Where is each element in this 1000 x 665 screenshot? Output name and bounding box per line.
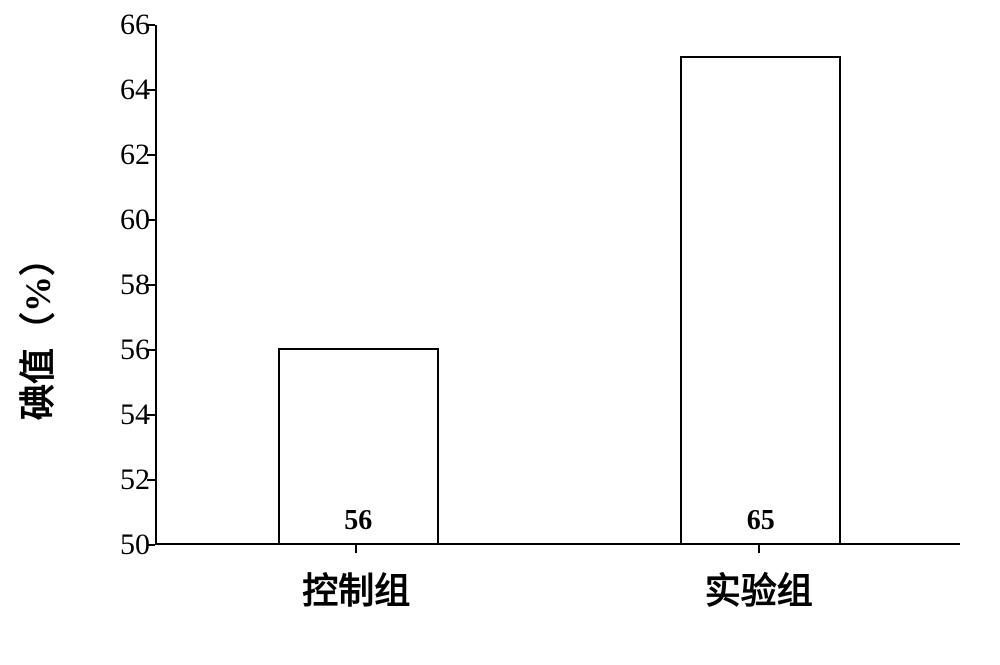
x-tick-mark bbox=[355, 545, 357, 553]
plot-area: 56 65 bbox=[155, 25, 960, 545]
y-tick-label: 66 bbox=[110, 8, 150, 42]
bar-value-label: 56 bbox=[344, 505, 372, 537]
y-tick-mark bbox=[147, 544, 155, 546]
bar-chart: 碘值（%） 505254565860626466 5665 控制组实验组 bbox=[40, 10, 980, 650]
y-tick-mark bbox=[147, 89, 155, 91]
y-tick-mark bbox=[147, 284, 155, 286]
y-tick-label: 58 bbox=[110, 268, 150, 302]
y-tick-mark bbox=[147, 414, 155, 416]
y-tick-mark bbox=[147, 479, 155, 481]
bar-value-label: 65 bbox=[747, 505, 775, 537]
y-tick-label: 52 bbox=[110, 463, 150, 497]
y-tick-label: 64 bbox=[110, 73, 150, 107]
y-axis-label: 碘值（%） bbox=[9, 240, 61, 420]
y-tick-mark bbox=[147, 349, 155, 351]
y-tick-label: 50 bbox=[110, 528, 150, 562]
y-tick-mark bbox=[147, 154, 155, 156]
x-axis-label: 控制组 bbox=[302, 562, 410, 614]
y-tick-label: 54 bbox=[110, 398, 150, 432]
x-axis-label: 实验组 bbox=[705, 562, 813, 614]
bar: 65 bbox=[680, 56, 841, 544]
y-tick-mark bbox=[147, 219, 155, 221]
y-tick-label: 56 bbox=[110, 333, 150, 367]
y-tick-mark bbox=[147, 24, 155, 26]
y-tick-label: 60 bbox=[110, 203, 150, 237]
y-tick-label: 62 bbox=[110, 138, 150, 172]
bar: 56 bbox=[278, 348, 439, 543]
x-tick-mark bbox=[758, 545, 760, 553]
